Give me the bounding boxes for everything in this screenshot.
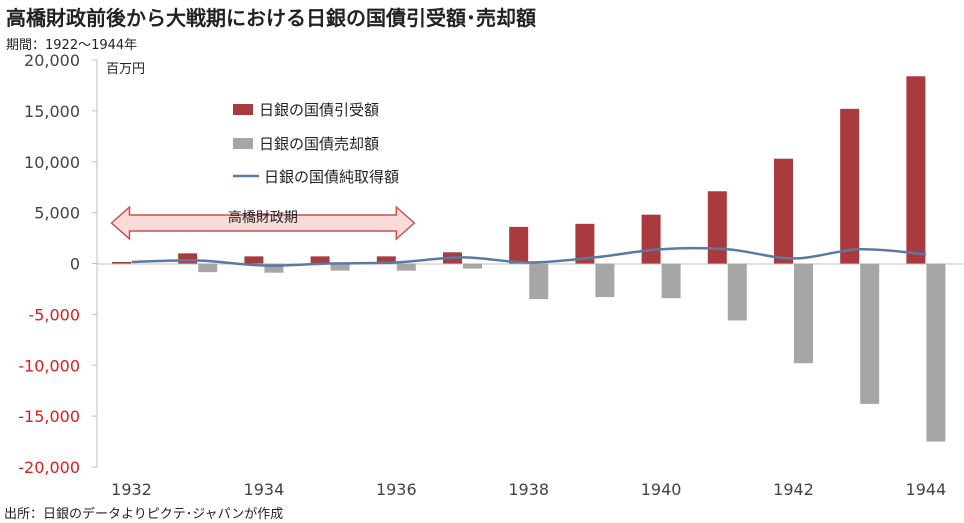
takahashi-period-annotation: 高橋財政期 — [110, 205, 416, 241]
y-tick-label: 10,000 — [24, 153, 80, 172]
bar-purchase — [310, 256, 330, 264]
period-label: 高橋財政期 — [228, 209, 298, 226]
bar-purchase — [244, 256, 264, 264]
bar-purchase — [376, 256, 396, 264]
chart-subtitle: 期間：1922～1944年 — [6, 38, 138, 53]
bar-sale — [794, 263, 813, 364]
bar-sale — [264, 263, 284, 273]
bars — [112, 76, 946, 442]
bar-purchase — [641, 214, 661, 264]
legend-label-purchase: 日銀の国債引受額 — [259, 101, 379, 119]
legend: 日銀の国債引受額 日銀の国債売却額 日銀の国債純取得額 — [233, 101, 399, 186]
y-tick-label: -5,000 — [28, 305, 80, 324]
bar-purchase — [906, 76, 926, 264]
bar-purchase — [774, 158, 793, 264]
x-tick-label: 1940 — [641, 480, 682, 499]
x-tick-label: 1938 — [508, 480, 549, 499]
bar-purchase — [509, 226, 529, 264]
bar-sale — [198, 263, 218, 273]
bar-purchase — [840, 108, 860, 264]
x-tick-label: 1942 — [773, 480, 814, 499]
legend-label-net: 日銀の国債純取得額 — [264, 168, 399, 186]
x-tick-label: 1932 — [111, 480, 152, 499]
bar-sale — [595, 263, 615, 298]
bar-purchase — [178, 253, 198, 264]
x-axis-ticks: 1932 1934 1936 1938 1940 1942 1944 — [111, 480, 946, 499]
bar-sale — [661, 263, 681, 299]
bar-sale — [396, 263, 416, 271]
bar-sale — [529, 263, 549, 300]
bar-sale — [926, 263, 946, 442]
x-tick-label: 1936 — [376, 480, 417, 499]
bar-purchase — [575, 223, 595, 264]
source-note: 出所：日銀のデータよりピクテ･ジャパンが作成 — [4, 507, 284, 522]
bar-sale — [860, 263, 880, 404]
chart-title: 高橋財政前後から大戦期における日銀の国債引受額･売却額 — [6, 6, 536, 30]
y-tick-label: 20,000 — [24, 51, 80, 70]
y-tick-label: -10,000 — [18, 356, 80, 375]
net-acquisition-line — [131, 246, 926, 267]
period-double-arrow — [110, 205, 416, 241]
y-tick-label: 5,000 — [34, 204, 80, 223]
bar-sale — [330, 263, 350, 271]
bar-sale — [463, 263, 482, 269]
y-tick-label: -20,000 — [18, 458, 80, 477]
x-tick-label: 1944 — [906, 480, 947, 499]
legend-swatch-sale — [233, 138, 253, 149]
y-tick-label: -15,000 — [18, 407, 80, 426]
bar-purchase — [707, 191, 727, 264]
x-tick-label: 1934 — [244, 480, 285, 499]
legend-label-sale: 日銀の国債売却額 — [259, 135, 379, 153]
unit-label: 百万円 — [106, 62, 145, 77]
legend-swatch-purchase — [233, 104, 253, 115]
bar-purchase — [112, 261, 131, 264]
y-tick-label: 15,000 — [24, 102, 80, 121]
bar-sale — [727, 263, 747, 321]
y-axis-ticks: 20,000 15,000 10,000 5,000 0 -5,000 -10,000 -15… — [18, 51, 97, 477]
y-tick-label: 0 — [70, 255, 80, 274]
